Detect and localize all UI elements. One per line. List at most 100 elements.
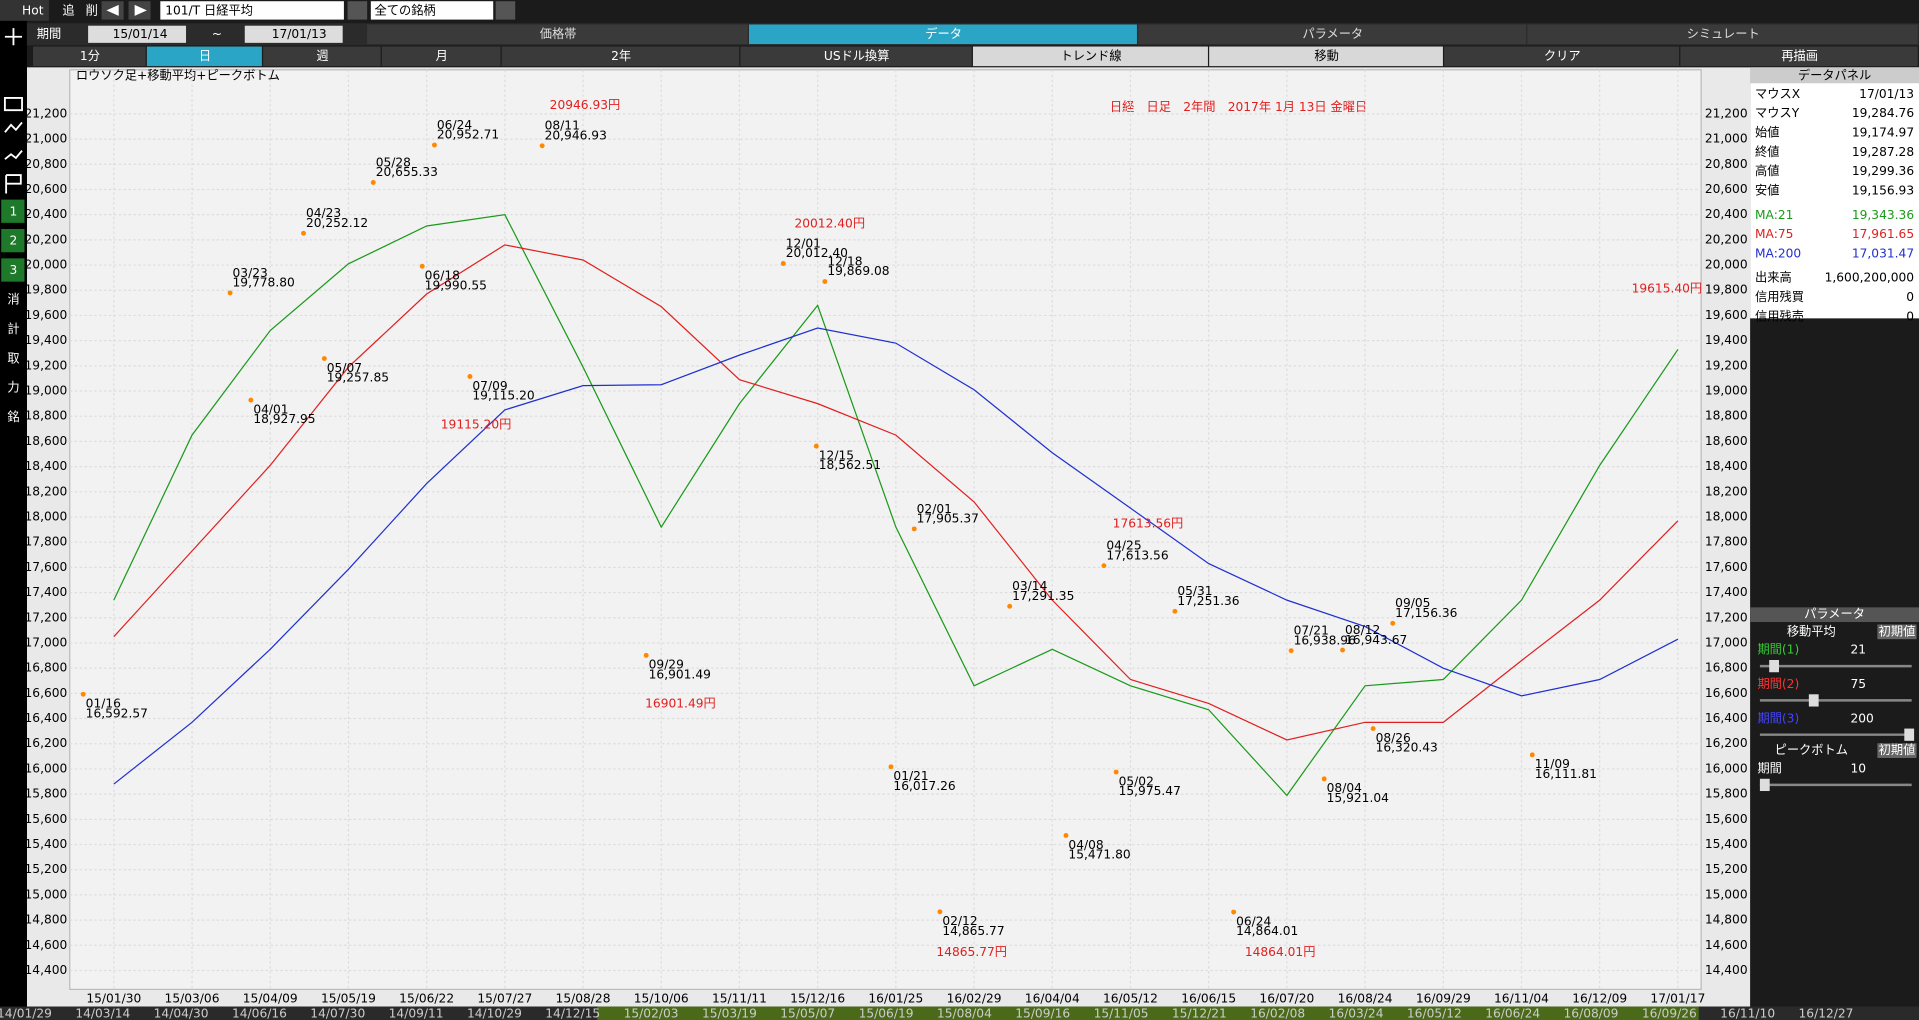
param-value: 200 [1850,711,1873,725]
toolbar-button-label[interactable]: 移動 [1314,49,1338,63]
toolbar-button-label[interactable]: USドル換算 [824,48,890,63]
toolbar-button[interactable] [740,46,972,67]
peak-value: 16,938.96 [1294,633,1356,647]
sidebar-label[interactable]: 3 [10,263,18,277]
to-date[interactable]: 17/01/13 [272,27,327,41]
annotation: 14865.77円 [936,945,1007,959]
slider-thumb[interactable] [1759,778,1770,792]
tab[interactable] [748,24,1137,45]
y-tick-label: 17,000 [25,635,68,649]
toolbar-button-label[interactable]: 週 [316,49,328,63]
toolbar-button[interactable] [263,46,381,67]
sidebar-label[interactable]: 計 [7,321,19,336]
sidebar-label[interactable]: 1 [10,204,18,218]
sidebar-label[interactable]: 2 [10,234,18,248]
tab[interactable] [1138,24,1527,45]
peak-date: 05/02 [1119,774,1154,788]
list-box[interactable] [370,1,494,20]
slider-thumb[interactable] [1808,694,1819,707]
peak-date: 02/12 [942,914,977,928]
add-button[interactable]: 追 [62,3,74,18]
toolbar-button-label[interactable]: 月 [436,49,448,63]
toolbar-button-label[interactable]: 日 [199,49,211,63]
sidebar-icon[interactable] [4,28,23,46]
y-tick-label: 19,800 [25,283,68,297]
peak-value: 19,257.85 [327,371,389,385]
sidebar-label[interactable]: 消 [7,292,19,306]
peak-date: 12/01 [786,236,821,250]
toolbar-button-label[interactable]: クリア [1544,49,1581,63]
toolbar-button-label[interactable]: 2年 [611,49,631,63]
dropdown[interactable] [495,1,516,20]
tab-label[interactable]: パラメータ [1302,27,1363,41]
reset-label[interactable]: 初期値 [1879,742,1916,757]
sidebar-label[interactable]: 取 [7,351,19,365]
reset-button[interactable] [1877,743,1917,758]
x-tick-label: 16/01/25 [868,992,923,1006]
peak-marker [1063,833,1069,838]
y-tick-label: 16,400 [25,711,68,725]
slider-thumb[interactable] [1769,660,1779,673]
sidebar-button[interactable] [1,199,25,223]
x-tick-label: 15/12/16 [790,992,845,1006]
tab[interactable] [1527,24,1918,45]
toolbar-button[interactable] [1444,46,1680,67]
sidebar-label[interactable]: 力 [7,381,19,395]
from-box[interactable] [88,25,187,43]
y-tick-label: 18,000 [25,509,68,523]
y-tick-label: 18,800 [25,409,68,423]
toolbar-button[interactable] [1680,46,1918,67]
toolbar-button[interactable] [146,46,262,67]
x-tick-label: 16/04/04 [1025,992,1080,1006]
from-date[interactable]: 15/01/14 [113,27,168,41]
tab-label[interactable]: 価格帯 [540,26,577,41]
tab[interactable] [367,24,748,45]
toolbar-button[interactable] [501,46,740,67]
toolbar-button-label[interactable]: トレンド線 [1060,48,1121,63]
sidebar-icon[interactable] [3,97,23,112]
y-tick-label: 20,400 [25,207,68,221]
sidebar-icon[interactable] [5,174,22,194]
param-section: ピークボトム [1775,743,1848,757]
sidebar-button[interactable] [1,258,25,282]
sidebar-icon[interactable] [4,121,23,133]
hot-button[interactable] [0,0,49,21]
scroll-range[interactable] [597,1006,1699,1020]
sidebar-icon[interactable] [4,150,23,160]
dropdown[interactable] [347,1,368,20]
reset-button[interactable] [1877,624,1917,640]
y-tick-label: 18,800 [1705,409,1748,423]
del-button[interactable]: 削 [86,4,98,18]
panel-value: 19,299.36 [1852,164,1914,178]
peak-value: 20,012.40 [786,246,848,260]
y-tick-label: 20,000 [25,258,68,272]
sidebar-label[interactable]: 銘 [7,409,19,424]
symbol-box[interactable] [160,1,344,20]
y-tick-label: 18,600 [1705,434,1748,448]
peak-value: 19,115.20 [472,389,534,403]
x-tick-label: 15/01/30 [86,992,141,1006]
scroll-date: 14/12/15 [545,1006,600,1020]
to-box[interactable] [244,25,343,43]
hot-label: Hot [22,4,44,18]
annotation: 16901.49円 [645,697,716,711]
tab-label[interactable]: データ [925,26,962,41]
toolbar-button[interactable] [1209,46,1443,67]
peak-marker [1007,603,1013,609]
peak-value: 16,320.43 [1376,741,1438,755]
panel-key: MA:200 [1755,246,1801,260]
toolbar-button-label[interactable]: 1分 [80,49,100,63]
toolbar-button[interactable] [972,46,1208,67]
toolbar-button[interactable] [33,46,146,67]
slider-thumb[interactable] [1904,728,1915,741]
peak-value: 16,943.67 [1345,633,1407,647]
toolbar-button-label[interactable]: 再描画 [1781,49,1818,63]
y-tick-label: 19,000 [1705,384,1748,398]
y-tick-label: 16,600 [1705,686,1748,700]
toolbar-button[interactable] [381,46,501,67]
sidebar-button[interactable] [1,228,25,253]
reset-label[interactable]: 初期値 [1879,623,1916,638]
tab-label[interactable]: シミュレート [1687,27,1760,41]
panel-value: 19,287.28 [1852,145,1914,159]
y-tick-label: 21,200 [1705,106,1748,120]
